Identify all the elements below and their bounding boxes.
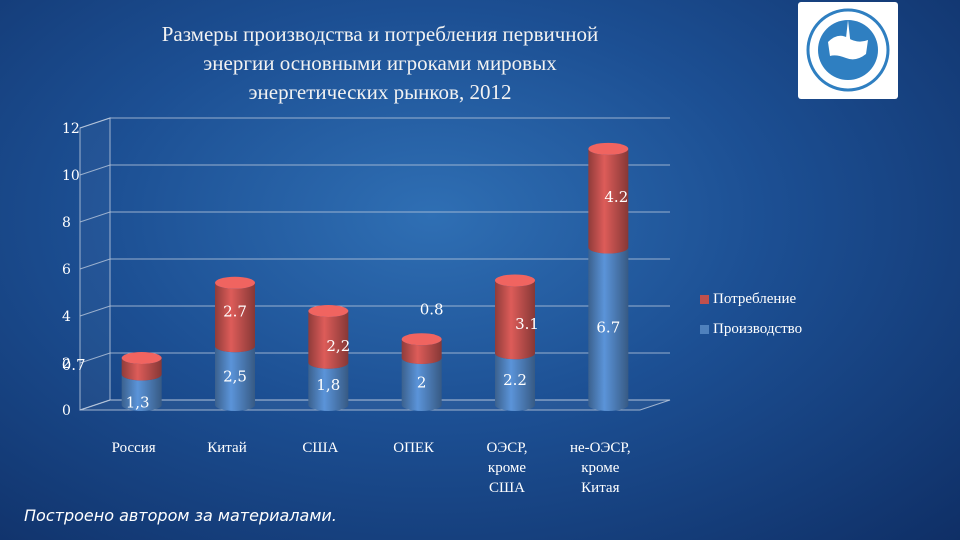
gridline	[79, 117, 670, 129]
data-label-production-3: 2	[417, 374, 427, 392]
bar-production-4	[495, 353, 535, 411]
bar-consumption-0-top	[121, 352, 162, 364]
legend-swatch-consumption	[700, 294, 709, 304]
bar-consumption-0	[121, 352, 162, 381]
gridline	[79, 258, 670, 270]
x-category-label: Китай	[207, 440, 246, 456]
gridline	[79, 211, 670, 223]
bar-production-3	[401, 358, 442, 411]
x-category-label: кроме	[581, 460, 619, 476]
x-category-label: Китая	[581, 480, 619, 496]
legend-label-consumption: Потребление	[713, 290, 797, 307]
data-label-consumption-5: 4.2	[604, 188, 628, 206]
bar-production-2-body	[308, 362, 349, 411]
y-tick-label: 4	[62, 309, 71, 325]
legend: Потребление Производство	[700, 284, 802, 344]
bar-consumption-5-top	[588, 142, 629, 155]
x-category-label: не-ОЭСР,	[570, 440, 631, 456]
x-category-label: ОЭСР,	[487, 440, 528, 456]
bar-consumption-4-body	[495, 280, 535, 360]
globe-emblem-icon	[806, 8, 890, 92]
bar-consumption-4	[495, 274, 535, 360]
bar-production-0	[121, 374, 162, 412]
legend-item-consumption: Потребление	[700, 284, 802, 314]
bar-production-1-body	[215, 346, 255, 411]
y-tick-label: 6	[62, 262, 71, 278]
y-tick-label: 12	[62, 121, 80, 137]
bar-consumption-1-top	[215, 276, 255, 289]
bar-consumption-3	[401, 333, 442, 364]
bar-consumption-4-top	[495, 274, 535, 287]
y-tick-label: 2	[62, 356, 71, 372]
bar-consumption-5-body	[588, 148, 629, 254]
gridline	[79, 352, 670, 364]
bar-consumption-3-body	[401, 339, 442, 364]
bar-production-3-body	[401, 358, 442, 411]
bar-consumption-5	[588, 142, 629, 254]
legend-item-production: Производство	[700, 314, 802, 344]
gridline	[79, 305, 670, 317]
chart-floor	[79, 399, 671, 411]
source-note: Построено автором за материалами.	[24, 506, 337, 525]
data-label-production-5: 6.7	[596, 318, 620, 336]
legend-label-production: Производство	[713, 320, 803, 337]
bar-production-0-body	[121, 374, 162, 412]
bar-production-2	[308, 362, 349, 411]
emblem-logo	[798, 2, 898, 99]
bar-production-1	[215, 346, 255, 411]
bar-production-5-body	[588, 247, 629, 411]
x-category-label: США	[302, 440, 338, 456]
bar-consumption-2	[308, 305, 349, 369]
bar-consumption-3-top	[401, 333, 442, 346]
title-line-3: энергетических рынков, 2012	[248, 80, 512, 104]
bar-production-5	[588, 247, 629, 411]
data-label-consumption-0: 0.7	[62, 356, 86, 374]
title-line-1: Размеры производства и потребления перви…	[161, 22, 599, 46]
bar-consumption-1-body	[215, 282, 255, 353]
bar-consumption-2-top	[308, 305, 349, 317]
legend-swatch-production	[700, 324, 709, 334]
x-category-label: Россия	[112, 440, 156, 456]
bar-consumption-0-body	[121, 358, 162, 381]
gridline	[79, 399, 670, 411]
x-category-label: кроме	[488, 460, 526, 476]
data-label-production-4: 2.2	[503, 371, 527, 389]
data-label-production-0: 1,3	[126, 394, 150, 412]
bar-production-4-body	[495, 353, 535, 411]
x-category-label: ОПЕК	[393, 440, 435, 456]
data-label-consumption-1: 2.7	[223, 303, 247, 321]
y-tick-label: 10	[62, 168, 80, 184]
data-label-production-2: 1,8	[316, 376, 340, 394]
bar-consumption-2-body	[308, 311, 349, 369]
title-line-2: энергии основными игроками мировых	[203, 51, 557, 75]
y-tick-label: 0	[62, 403, 71, 419]
chart-title: Размеры производства и потребления перви…	[60, 20, 700, 107]
y-tick-label: 8	[62, 215, 71, 231]
data-label-consumption-3: 0.8	[420, 301, 444, 319]
gridline	[79, 164, 670, 176]
data-label-consumption-2: 2,2	[326, 337, 350, 355]
x-category-label: США	[489, 480, 525, 496]
data-label-production-1: 2,5	[223, 368, 247, 386]
data-label-consumption-4: 3.1	[515, 315, 539, 333]
bar-consumption-1	[215, 276, 255, 353]
